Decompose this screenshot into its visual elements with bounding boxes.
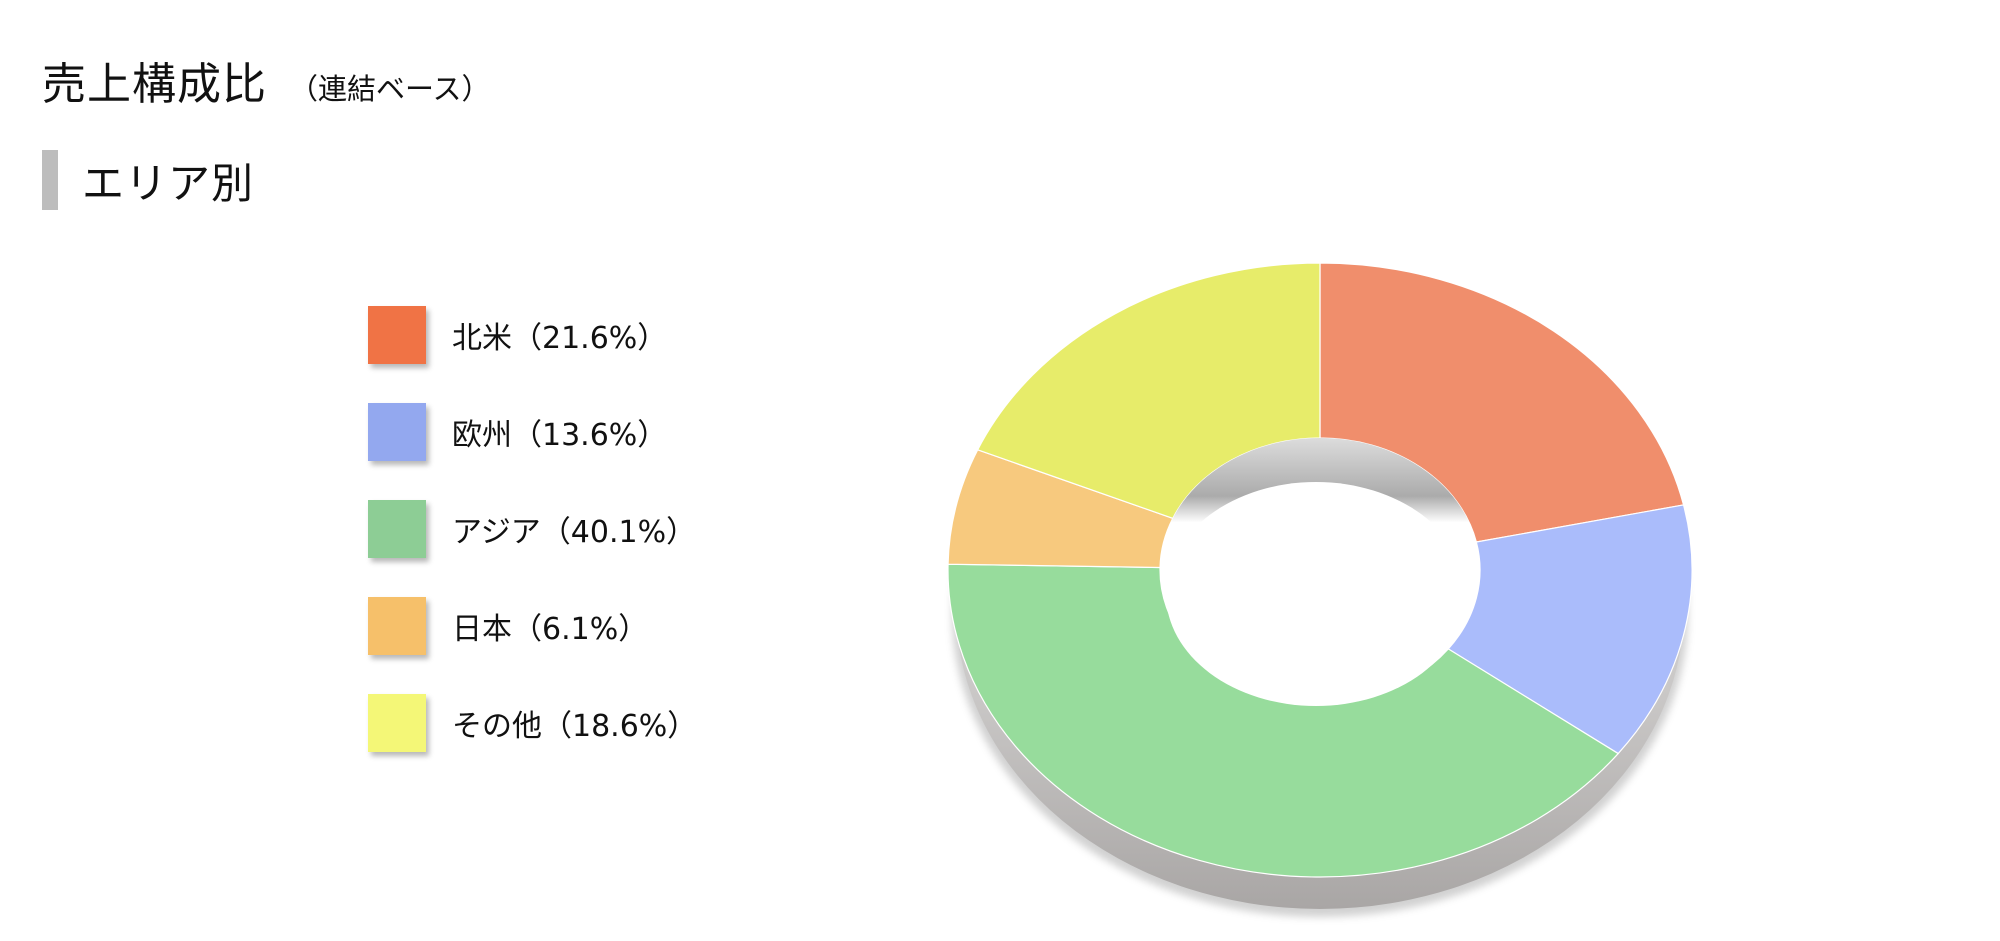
legend-label-japan: 日本（6.1%） (452, 612, 649, 647)
page-subtitle: （連結ベース） (289, 72, 491, 106)
section-title: エリア別 (82, 158, 255, 208)
legend-swatch-europe (368, 403, 426, 461)
legend-label-asia: アジア（40.1%） (452, 515, 697, 550)
section-accent-bar (42, 150, 58, 210)
page-title: 売上構成比 (42, 59, 267, 110)
page-header: 売上構成比 （連結ベース） (42, 48, 491, 112)
donut-chart (947, 262, 1693, 917)
donut-slices (947, 262, 1693, 878)
legend-label-europe: 欧州（13.6%） (452, 418, 668, 453)
legend-item-europe: 欧州（13.6%） (368, 402, 697, 462)
legend-swatch-japan (368, 597, 426, 655)
legend-item-north-america: 北米（21.6%） (368, 305, 697, 365)
section-heading: エリア別 (42, 150, 254, 210)
donut-hole-floor (1166, 482, 1466, 706)
legend-item-asia: アジア（40.1%） (368, 499, 697, 559)
legend-swatch-other (368, 694, 426, 752)
legend-label-other: その他（18.6%） (452, 709, 698, 744)
legend-label-north-america: 北米（21.6%） (452, 321, 668, 356)
legend-swatch-asia (368, 500, 426, 558)
legend-item-japan: 日本（6.1%） (368, 596, 697, 656)
donut-hole (1160, 438, 1480, 706)
chart-legend: 北米（21.6%） 欧州（13.6%） アジア（40.1%） 日本（6.1%） … (368, 305, 697, 790)
legend-swatch-north-america (368, 306, 426, 364)
legend-item-other: その他（18.6%） (368, 693, 697, 753)
